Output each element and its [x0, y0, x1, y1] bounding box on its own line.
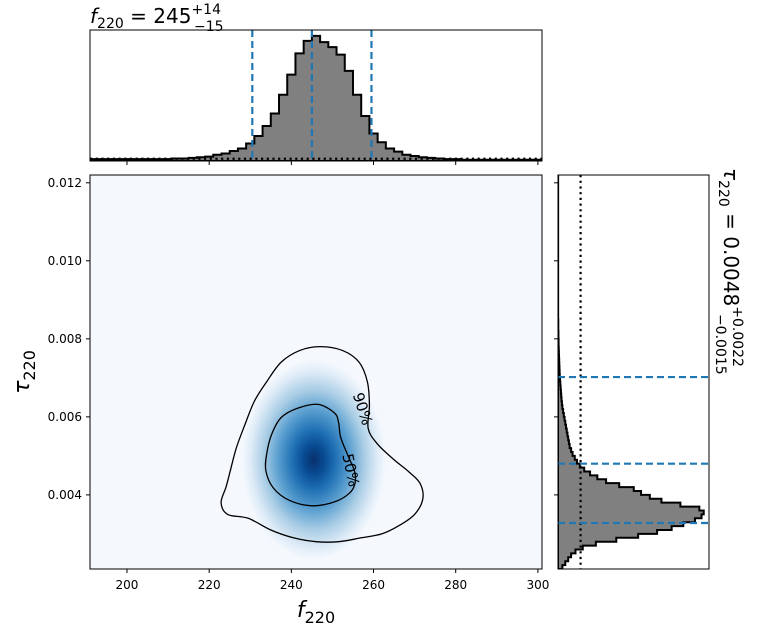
x-tick-label: 300	[526, 578, 549, 592]
f220-title: f220 = 245+14 −15	[90, 2, 224, 35]
y-tick-label: 0.012	[48, 176, 82, 190]
f220-histogram	[90, 34, 542, 161]
density-heatmap	[241, 359, 386, 560]
contour-50pct	[264, 403, 357, 507]
y-tick-label: 0.008	[48, 332, 82, 346]
tau220-title: τ220 = 0.0048+0.0022−0.0015	[712, 168, 745, 375]
joint-frame	[89, 174, 543, 570]
y-tick-label: 0.004	[48, 488, 82, 502]
x-tick-label: 240	[280, 578, 303, 592]
contour-lines	[220, 345, 424, 543]
y-tick-label: 0.010	[48, 254, 82, 268]
f220-marginal-ticks	[126, 161, 539, 165]
x-tick-label: 200	[116, 578, 139, 592]
joint-panel: 50%90% 200 220 240 260 280 300 0.0040.0060.00…	[48, 174, 549, 592]
tau220-marginal-frame	[557, 174, 710, 570]
tau220-quantile-lines	[558, 375, 709, 525]
x-tick-label: 280	[444, 578, 467, 592]
tau220-marginal-panel	[554, 174, 710, 570]
x-axis-ticks: 200 220 240 260 280 300	[116, 569, 549, 592]
x-axis-label: f220	[297, 598, 335, 627]
f220-marginal-frame	[89, 29, 543, 162]
y-axis-ticks: 0.004 0.006 0.008 0.010 0.012	[48, 176, 90, 502]
f220-marginal-panel	[89, 29, 543, 165]
contour-90pct	[220, 345, 424, 543]
tau220-marginal-ticks	[554, 182, 558, 496]
y-tick-label: 0.006	[48, 410, 82, 424]
x-tick-label: 260	[362, 578, 385, 592]
y-axis-label: τ220	[10, 350, 39, 394]
x-tick-label: 220	[198, 578, 221, 592]
